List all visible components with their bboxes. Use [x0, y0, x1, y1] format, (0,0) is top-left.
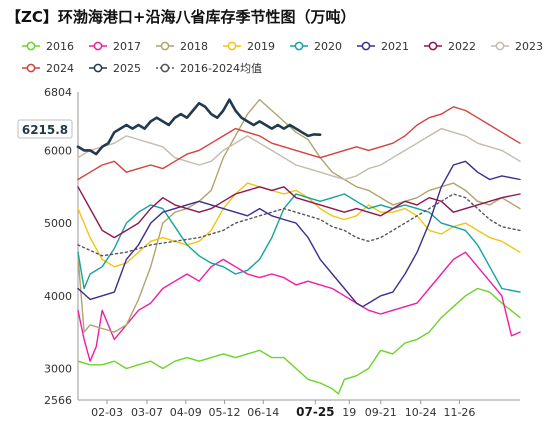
legend-swatch-marker	[361, 41, 371, 51]
legend-item-avg[interactable]: 2016-2024均值	[156, 62, 262, 75]
legend-label: 2018	[180, 40, 208, 53]
x-tick-label: 07-25	[296, 405, 334, 419]
series-line-avg	[77, 193, 521, 257]
legend-item-2025[interactable]: 2025	[89, 62, 141, 75]
y-tick-label: 3000	[44, 362, 72, 375]
current-value-badge: 6215.8	[17, 119, 73, 139]
legend-label: 2019	[247, 40, 275, 53]
legend-item-2017[interactable]: 2017	[89, 40, 141, 53]
legend-label: 2023	[515, 40, 543, 53]
x-tick-label: 09-21	[365, 406, 397, 419]
legend-label: 2016	[46, 40, 74, 53]
series-line-2019	[77, 182, 521, 268]
x-tick-label: 05-12	[209, 406, 241, 419]
legend-item-2018[interactable]: 2018	[156, 40, 208, 53]
x-tick-label: 03-07	[131, 406, 163, 419]
x-tick-label: 04-09	[170, 406, 202, 419]
legend-swatch-marker	[428, 41, 438, 51]
legend-label: 2022	[448, 40, 476, 53]
legend-label: 2021	[381, 40, 409, 53]
legend-swatch-marker	[227, 41, 237, 51]
y-tick-label: 6804	[44, 86, 72, 99]
legend-item-2022[interactable]: 2022	[424, 40, 476, 53]
legend-swatch-marker	[495, 41, 505, 51]
series-line-2024	[77, 106, 521, 181]
y-tick-label: 6000	[44, 144, 72, 157]
legend-swatch-marker	[93, 63, 103, 73]
legend-swatch-marker	[26, 63, 36, 73]
series-line-2017	[77, 251, 521, 362]
legend: 2016 2017 2018 2019 2020 2021 2022 2023 2024 2025…	[22, 40, 543, 75]
series-line-2016	[77, 287, 521, 395]
legend-label: 2016-2024均值	[180, 62, 262, 75]
series-line-2023	[77, 127, 521, 181]
legend-item-2023[interactable]: 2023	[491, 40, 543, 53]
y-tick-label: 5000	[44, 217, 72, 230]
axes: 2566 3000 4000 5000 6000 6804 02-03 03-07 04-09 0…	[44, 86, 520, 419]
legend-item-2020[interactable]: 2020	[290, 40, 342, 53]
current-value-badge-bg	[17, 119, 73, 139]
plot-area	[76, 98, 521, 395]
legend-label: 2024	[46, 62, 74, 75]
x-tick-label: 10-24	[405, 406, 437, 419]
legend-item-2016[interactable]: 2016	[22, 40, 74, 53]
legend-swatch-marker	[26, 41, 36, 51]
current-value-badge-label: 6215.8	[22, 123, 68, 137]
legend-item-2019[interactable]: 2019	[223, 40, 275, 53]
x-tick-label: 06-14	[247, 406, 279, 419]
chart-title: 【ZC】环渤海港口+沿海八省库存季节性图（万吨）	[6, 8, 356, 26]
y-tick-label: 2566	[44, 394, 72, 407]
x-tick-label: 02-03	[91, 406, 123, 419]
legend-swatch-marker	[294, 41, 304, 51]
legend-swatch-marker	[160, 41, 170, 51]
legend-swatch-marker	[160, 63, 170, 73]
x-tick-label: 19	[342, 406, 356, 419]
legend-item-2024[interactable]: 2024	[22, 62, 74, 75]
series-line-2021	[77, 160, 521, 308]
legend-swatch-marker	[93, 41, 103, 51]
x-tick-label: 11-26	[443, 406, 475, 419]
series-line-2025	[76, 98, 322, 156]
legend-label: 2017	[113, 40, 141, 53]
y-tick-label: 4000	[44, 290, 72, 303]
series-line-2018	[77, 98, 521, 333]
legend-item-2021[interactable]: 2021	[357, 40, 409, 53]
legend-label: 2020	[314, 40, 342, 53]
legend-label: 2025	[113, 62, 141, 75]
series-line-2020	[77, 193, 521, 293]
